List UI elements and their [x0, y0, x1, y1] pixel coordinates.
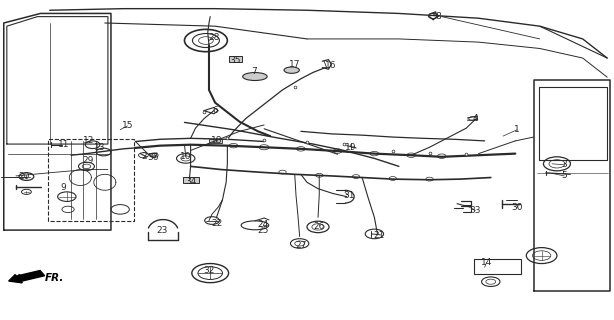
Text: 7: 7 [251, 67, 257, 76]
Ellipse shape [284, 67, 300, 73]
Bar [183, 177, 198, 183]
Text: 6: 6 [212, 106, 218, 115]
Text: 30: 30 [511, 203, 523, 212]
Text: 11: 11 [58, 140, 69, 148]
Text: 20: 20 [18, 172, 29, 181]
Text: 19: 19 [345, 143, 357, 152]
Text: 16: 16 [325, 60, 336, 69]
Text: 21: 21 [373, 231, 385, 240]
Text: 8: 8 [436, 12, 441, 21]
Text: 31: 31 [343, 190, 354, 200]
Text: 12: 12 [83, 136, 94, 145]
Text: 14: 14 [481, 258, 492, 267]
Text: 35: 35 [229, 56, 241, 65]
Text: 23: 23 [156, 226, 168, 235]
Text: 2: 2 [142, 152, 147, 161]
Text: 18: 18 [211, 136, 222, 145]
Text: FR.: FR. [45, 273, 64, 283]
Bar [209, 139, 222, 143]
Text: 9: 9 [60, 183, 66, 192]
Text: 29: 29 [82, 156, 93, 165]
Text: 33: 33 [470, 206, 481, 215]
Text: 36: 36 [147, 153, 158, 162]
Text: 26: 26 [314, 222, 325, 231]
Text: 4: 4 [473, 114, 478, 123]
Text: 25: 25 [257, 226, 268, 235]
Text: 22: 22 [211, 219, 222, 228]
Bar [473, 259, 521, 274]
Bar [228, 56, 242, 62]
Text: 17: 17 [289, 60, 300, 69]
Text: 24: 24 [257, 220, 268, 229]
Text: 34: 34 [185, 177, 196, 186]
Text: 5: 5 [561, 172, 567, 180]
Text: 28: 28 [208, 33, 220, 42]
Text: 32: 32 [203, 266, 215, 276]
Text: 1: 1 [515, 125, 520, 134]
Text: 15: 15 [122, 121, 133, 131]
Text: 10: 10 [180, 152, 192, 161]
FancyArrow shape [9, 270, 45, 283]
Text: 27: 27 [295, 241, 306, 250]
Text: 13: 13 [94, 143, 106, 152]
Ellipse shape [243, 73, 267, 81]
Text: 3: 3 [561, 160, 567, 169]
